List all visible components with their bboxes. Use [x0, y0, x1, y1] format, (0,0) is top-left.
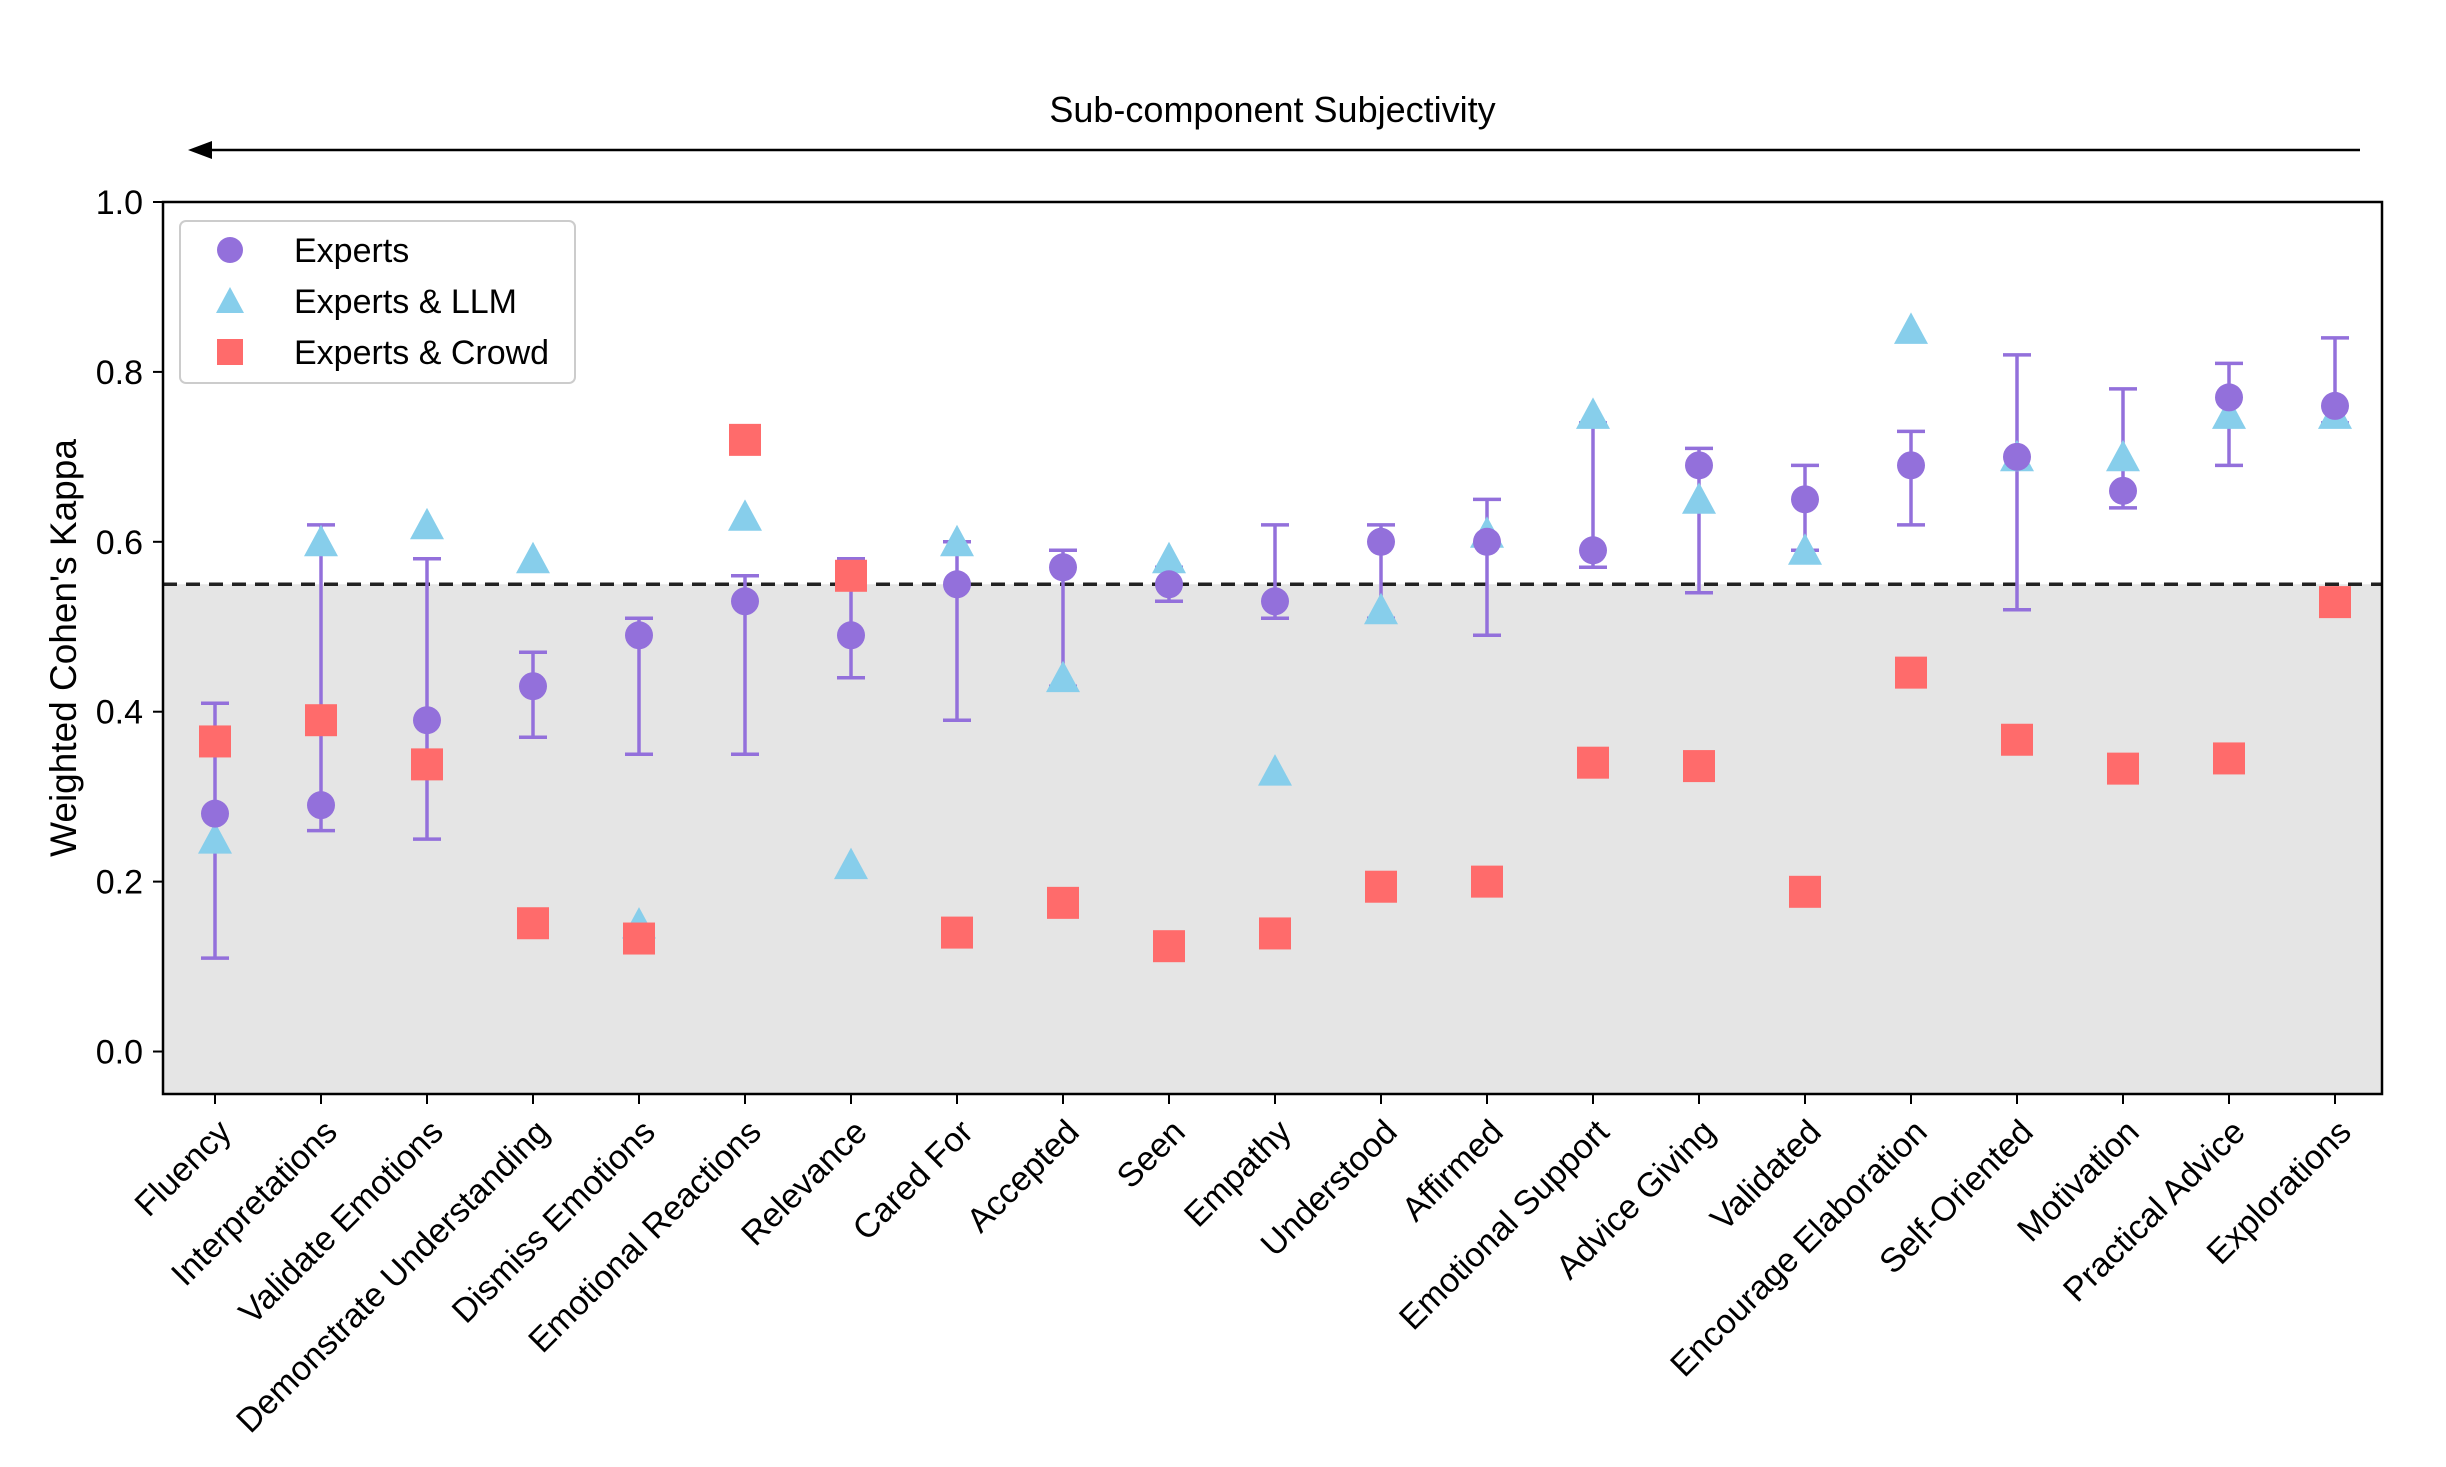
llm-point: [728, 499, 762, 531]
x-tick-label: Validate Emotions: [232, 1113, 451, 1332]
experts-point: [1261, 587, 1289, 616]
experts-point: [1049, 553, 1077, 582]
crowd-point: [1365, 870, 1397, 903]
y-tick-label: 0.2: [96, 864, 143, 902]
x-tick-label: Practical Advice: [2056, 1113, 2253, 1310]
llm-point: [2212, 397, 2246, 429]
crowd-point: [1895, 656, 1927, 689]
plot-frame: [161, 200, 2384, 1096]
y-tick-label: 0.0: [96, 1034, 143, 1072]
x-tick-label: Dismiss Emotions: [445, 1113, 663, 1331]
llm-point: [516, 541, 550, 574]
llm-point: [1576, 397, 1610, 429]
llm-point: [1788, 533, 1822, 565]
legend-label: Experts & LLM: [294, 283, 517, 321]
legend-box: [179, 220, 576, 384]
experts-point: [1897, 451, 1925, 480]
crowd-point: [1153, 930, 1185, 963]
crowd-point: [1683, 750, 1715, 783]
below-threshold-shade: [163, 584, 2382, 1094]
llm-point: [304, 524, 338, 557]
experts-point: [2109, 476, 2137, 505]
experts-point: [1579, 536, 1607, 565]
llm-point: [834, 847, 868, 880]
llm-point: [1046, 660, 1080, 693]
crowd-series-layer: [199, 423, 2351, 963]
experts-point: [2215, 383, 2243, 412]
llm-point: [198, 822, 232, 854]
y-axis-label: Weighted Cohen's Kappa: [43, 439, 84, 857]
subjectivity-arrow: [188, 141, 2360, 159]
experts-point: [519, 672, 547, 701]
crowd-point: [835, 559, 867, 592]
crowd-point: [2213, 742, 2245, 775]
experts-point: [201, 799, 229, 828]
llm-point: [1364, 592, 1398, 625]
crowd-point: [305, 704, 337, 737]
legend-label: Experts: [294, 232, 409, 270]
crowd-point: [1789, 875, 1821, 908]
legend-label: Experts & Crowd: [294, 334, 549, 372]
arrow-head: [188, 141, 212, 159]
experts-point: [943, 570, 971, 599]
error-bar: [413, 557, 441, 841]
x-tick-label: Accepted: [960, 1113, 1087, 1240]
y-tick-label: 0.8: [96, 354, 143, 392]
llm-point: [1258, 754, 1292, 786]
crowd-point: [2001, 723, 2033, 756]
llm-point: [410, 507, 444, 540]
crowd-point: [2107, 752, 2139, 785]
legend-marker-crowd: [217, 339, 243, 365]
crowd-point: [1577, 746, 1609, 779]
crowd-point: [2319, 586, 2351, 619]
y-tick-label: 0.4: [96, 694, 143, 732]
crowd-point: [623, 922, 655, 955]
crowd-point: [199, 725, 231, 758]
experts-series-layer: [201, 383, 2349, 828]
error-bar: [2003, 353, 2031, 612]
legend-marker-llm: [216, 287, 244, 313]
experts-point: [1791, 485, 1819, 514]
experts-point: [1155, 570, 1183, 599]
crowd-point: [517, 907, 549, 940]
y-tick-label: 0.6: [96, 524, 143, 562]
crowd-point: [1471, 865, 1503, 898]
experts-point: [837, 621, 865, 650]
y-tick-label: 1.0: [96, 184, 143, 222]
experts-point: [307, 791, 335, 820]
x-tick-label: Seen: [1110, 1113, 1193, 1196]
crowd-point: [941, 916, 973, 949]
llm-point: [1894, 312, 1928, 344]
experts-point: [1367, 527, 1395, 556]
legend: Experts Experts & LLM Experts & Crowd: [179, 220, 576, 384]
llm-point: [940, 524, 974, 557]
llm-point: [1152, 541, 1186, 574]
experts-point: [1473, 527, 1501, 556]
crowd-point: [1047, 886, 1079, 919]
y-axis-ticks: 0.0 0.2 0.4 0.6 0.8 1.0: [96, 184, 163, 1072]
experts-point: [2321, 391, 2349, 420]
below-threshold-region: [163, 584, 2382, 1094]
experts-point: [625, 621, 653, 650]
crowd-point: [729, 423, 761, 456]
legend-marker-experts: [217, 237, 243, 263]
crowd-point: [1259, 917, 1291, 950]
experts-point: [2003, 442, 2031, 471]
experts-point: [1685, 451, 1713, 480]
llm-point: [1682, 482, 1716, 514]
experts-point: [413, 706, 441, 735]
experts-point: [731, 587, 759, 616]
crowd-point: [411, 748, 443, 781]
subjectivity-annotation: Sub-component Subjectivity: [1049, 89, 1495, 130]
llm-point: [2106, 439, 2140, 472]
